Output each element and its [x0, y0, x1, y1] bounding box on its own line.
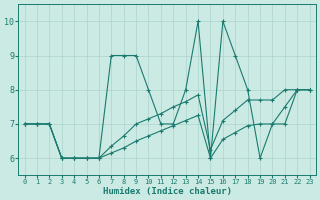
X-axis label: Humidex (Indice chaleur): Humidex (Indice chaleur): [103, 187, 232, 196]
